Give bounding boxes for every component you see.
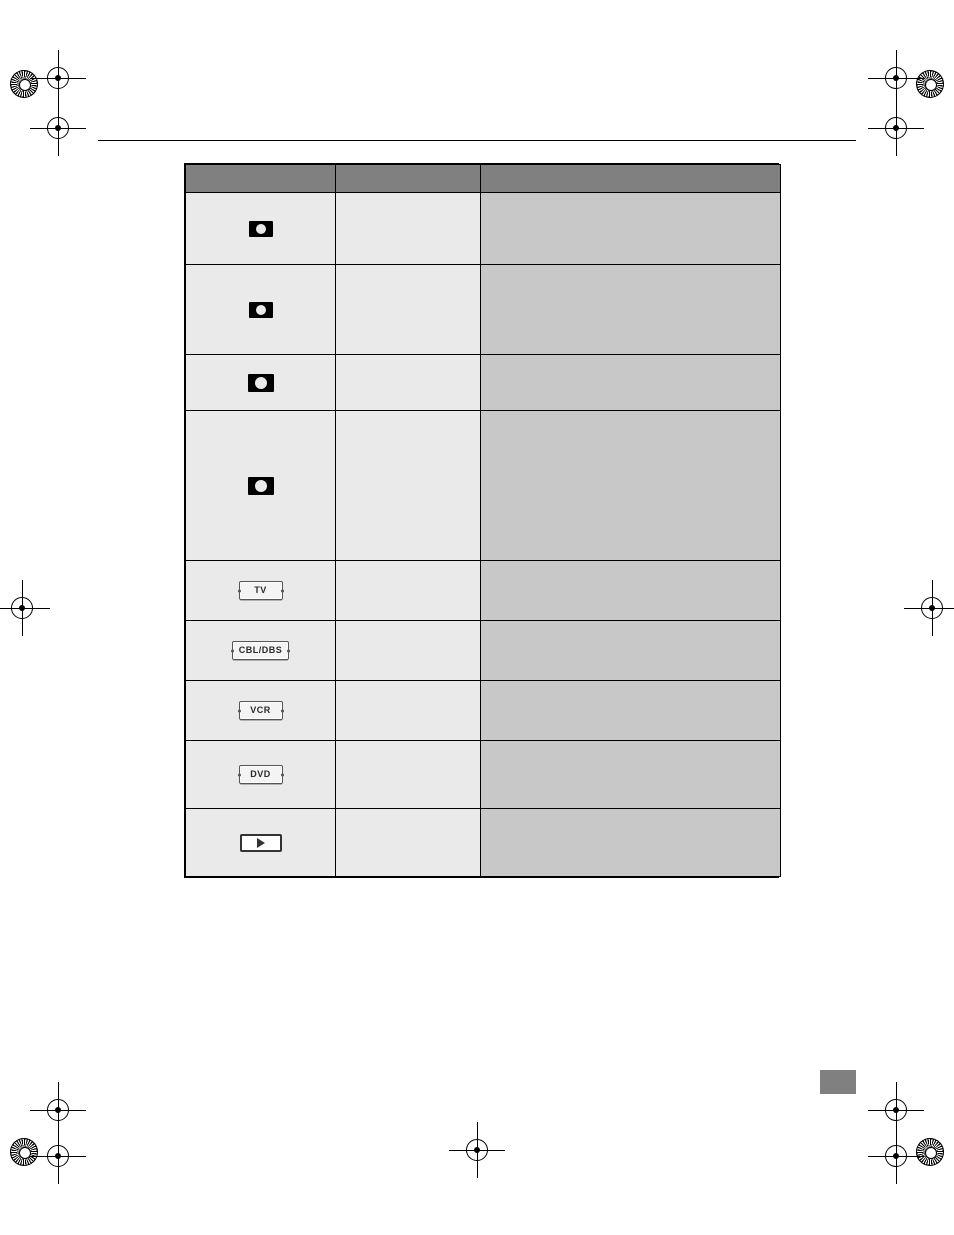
register-mark-icon <box>30 50 86 106</box>
button-desc <box>481 265 781 355</box>
mode-led-icon <box>249 302 273 318</box>
button-desc <box>481 561 781 621</box>
page-number-box <box>820 1070 856 1094</box>
register-mark-icon <box>868 1082 924 1138</box>
register-mark-icon <box>30 1128 86 1184</box>
play-key-icon <box>240 834 282 852</box>
table-row <box>186 355 781 411</box>
page-content: TV CBL/DBS VCR DVD <box>98 55 856 878</box>
button-desc <box>481 193 781 265</box>
table-row <box>186 809 781 877</box>
register-mark-icon <box>868 50 924 106</box>
table-row: TV <box>186 561 781 621</box>
cbldbs-key-icon: CBL/DBS <box>232 641 290 660</box>
col-header-2 <box>336 165 481 193</box>
button-name <box>336 193 481 265</box>
table-row <box>186 265 781 355</box>
register-wheel-icon <box>916 70 944 98</box>
button-name <box>336 355 481 411</box>
table-row <box>186 411 781 561</box>
register-wheel-icon <box>916 1138 944 1166</box>
button-name <box>336 561 481 621</box>
register-wheel-icon <box>10 70 38 98</box>
button-name <box>336 809 481 877</box>
register-mark-icon <box>904 580 954 636</box>
button-name <box>336 411 481 561</box>
register-mark-icon <box>449 1122 505 1178</box>
register-mark-icon <box>868 1128 924 1184</box>
vcr-key-icon: VCR <box>239 701 283 720</box>
remote-buttons-table: TV CBL/DBS VCR DVD <box>184 163 779 878</box>
col-header-3 <box>481 165 781 193</box>
button-name <box>336 265 481 355</box>
header-rule <box>98 140 856 141</box>
tv-key-icon: TV <box>239 581 283 600</box>
dvd-key-icon: DVD <box>239 765 283 784</box>
mode-led-icon <box>248 477 274 495</box>
register-mark-icon <box>30 100 86 156</box>
button-desc <box>481 411 781 561</box>
mode-led-icon <box>249 221 273 237</box>
button-desc <box>481 681 781 741</box>
button-desc <box>481 741 781 809</box>
mode-led-icon <box>248 374 274 392</box>
table-body: TV CBL/DBS VCR DVD <box>186 193 781 877</box>
register-mark-icon <box>0 580 50 636</box>
col-header-1 <box>186 165 336 193</box>
button-desc <box>481 355 781 411</box>
button-desc <box>481 621 781 681</box>
button-desc <box>481 809 781 877</box>
button-name <box>336 681 481 741</box>
button-name <box>336 621 481 681</box>
register-mark-icon <box>868 100 924 156</box>
table-header-row <box>186 165 781 193</box>
table-row: VCR <box>186 681 781 741</box>
table-row: DVD <box>186 741 781 809</box>
register-wheel-icon <box>10 1138 38 1166</box>
button-name <box>336 741 481 809</box>
table: TV CBL/DBS VCR DVD <box>185 164 781 877</box>
table-row: CBL/DBS <box>186 621 781 681</box>
register-mark-icon <box>30 1082 86 1138</box>
table-row <box>186 193 781 265</box>
